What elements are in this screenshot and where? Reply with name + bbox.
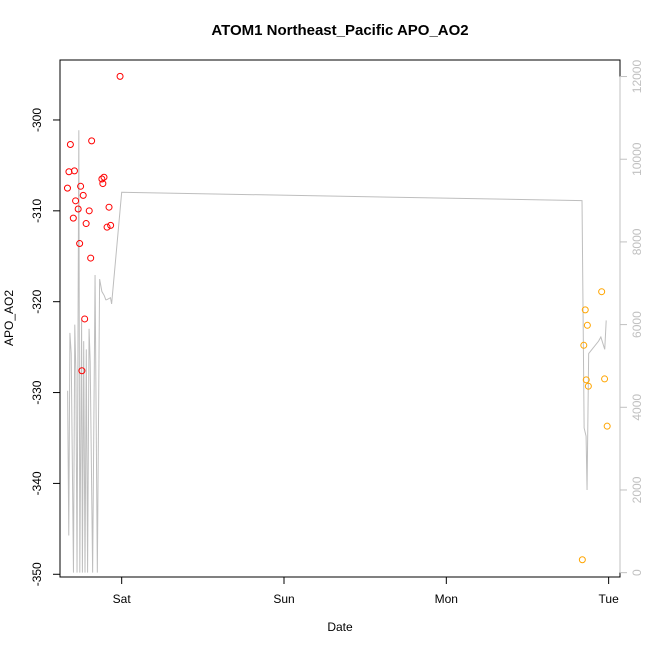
data-point-1-15 — [87, 254, 95, 262]
data-point-1-11 — [79, 191, 87, 199]
data-point-1-19 — [100, 173, 108, 181]
data-point-1-10 — [78, 367, 86, 375]
y2-tick-label: 2000 — [630, 476, 644, 503]
data-point-1-8 — [76, 240, 84, 248]
y-axis: -350 -340 -330 -320 -310 -300 — [30, 108, 61, 586]
data-point-1-23 — [116, 72, 124, 80]
plot-frame — [59, 59, 621, 578]
data-point-1-21 — [105, 203, 113, 211]
y2-tick-label: 0 — [630, 569, 644, 576]
y2-axis: 0 2000 4000 6000 8000 10000 12000 — [619, 60, 644, 576]
data-points-layer — [63, 72, 611, 564]
data-point-2-2 — [580, 341, 588, 349]
data-point-1-1 — [63, 184, 71, 192]
y2-tick-label: 4000 — [630, 394, 644, 421]
data-point-2-3 — [581, 306, 589, 314]
series-line — [67, 130, 607, 573]
y-tick-label: -320 — [30, 289, 44, 313]
data-point-1-9 — [77, 182, 85, 190]
x-tick-label-sun: Sun — [273, 592, 294, 606]
y-tick-label: -300 — [30, 108, 44, 132]
data-point-1-13 — [82, 220, 90, 228]
data-point-1-16 — [88, 137, 96, 145]
data-point-2-8 — [601, 375, 609, 383]
data-point-1-5 — [70, 167, 78, 175]
y2-tick-label: 6000 — [630, 311, 644, 338]
y-tick-label: -310 — [30, 199, 44, 223]
y2-tick-label: 8000 — [630, 228, 644, 255]
data-point-2-1 — [578, 556, 586, 564]
y-axis-label: APO_AO2 — [2, 290, 16, 346]
data-point-1-2 — [65, 168, 73, 176]
x-axis-label: Date — [327, 620, 353, 634]
data-point-2-5 — [583, 321, 591, 329]
y-tick-label: -350 — [30, 562, 44, 586]
x-axis: Sat Sun Mon Tue — [113, 576, 620, 606]
x-tick-label-mon: Mon — [435, 592, 458, 606]
data-point-2-4 — [582, 376, 590, 384]
data-point-2-6 — [584, 382, 592, 390]
data-point-1-20 — [103, 223, 111, 231]
data-point-1-4 — [69, 214, 77, 222]
x-tick-label-sat: Sat — [113, 592, 132, 606]
y-tick-label: -330 — [30, 380, 44, 404]
data-point-1-14 — [85, 207, 93, 215]
data-point-1-3 — [66, 141, 74, 148]
data-point-1-6 — [72, 197, 80, 205]
data-point-1-17 — [98, 175, 106, 183]
x-tick-label-tue: Tue — [599, 592, 620, 606]
y2-tick-label: 10000 — [630, 142, 644, 176]
y-tick-label: -340 — [30, 471, 44, 495]
data-point-2-9 — [603, 422, 611, 430]
y2-tick-label: 12000 — [630, 60, 644, 94]
chart-title: ATOM1 Northeast_Pacific APO_AO2 — [211, 22, 468, 39]
data-point-1-7 — [74, 205, 82, 213]
data-point-2-7 — [598, 288, 606, 296]
data-point-1-22 — [107, 221, 115, 229]
data-line-layer — [67, 130, 607, 573]
data-point-1-18 — [99, 180, 107, 188]
data-point-1-12 — [81, 315, 89, 323]
